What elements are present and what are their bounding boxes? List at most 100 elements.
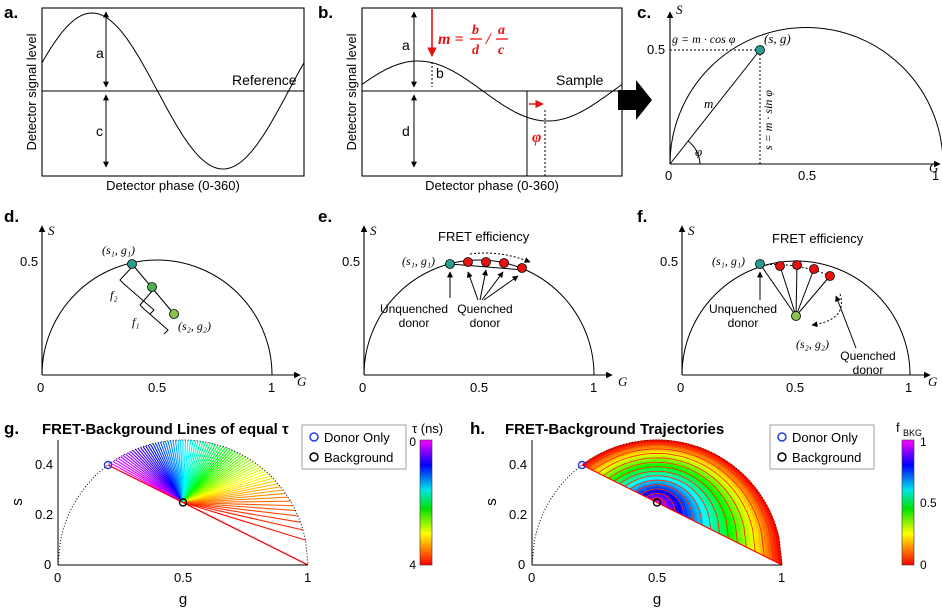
- quenched-label-e: Quenched: [457, 302, 512, 316]
- s-axis-e: S: [370, 223, 377, 238]
- svg-text:b: b: [472, 23, 479, 38]
- point-s2g2-d: [169, 309, 179, 319]
- tick-f-1: 1: [905, 380, 912, 395]
- panel-a-xlabel: Detector phase (0-360): [106, 178, 240, 193]
- h-xlabel: g: [653, 591, 661, 608]
- g-ylabel: s: [9, 498, 26, 506]
- panel-e: e. S G 0.5 0 0.5 1 (s₁, g₁) FRET efficie…: [318, 207, 628, 395]
- cbar-h-sub: BKG: [903, 428, 922, 438]
- tau-lines: [107, 440, 309, 566]
- panel-b: b. a b d m = b d / a c Sample φ Detector…: [318, 3, 623, 193]
- g-xtick-1: 0.5: [174, 570, 192, 585]
- amp-c-label: c: [96, 123, 103, 139]
- background-point-g: [178, 498, 188, 507]
- panel-b-xlabel: Detector phase (0-360): [425, 178, 559, 193]
- h-ytick-0: 0: [518, 557, 525, 572]
- universal-circle-h: [531, 439, 783, 566]
- panel-g: g. FRET-Background Lines of equal τ 0 0.…: [4, 419, 443, 608]
- cbar-h-title: f: [896, 420, 900, 435]
- legend-g-background: Background: [324, 450, 393, 465]
- h-xtick-2: 1: [778, 570, 785, 585]
- universal-circle-g: [57, 439, 309, 566]
- tick-e-1: 1: [590, 380, 597, 395]
- phi-label: φ: [532, 129, 541, 146]
- s-equation: s = m · sin φ: [761, 90, 775, 150]
- quenched-label-f: Quenched: [840, 349, 895, 363]
- panel-a-label: a.: [4, 3, 18, 22]
- h-ylabel: s: [483, 498, 500, 506]
- panel-h-title: FRET-Background Trajectories: [505, 421, 724, 438]
- tick-e-05y: 0.5: [342, 254, 360, 269]
- p1-label-f: (s₁, g₁): [712, 254, 745, 268]
- amp-b-label: b: [436, 65, 444, 81]
- amp-d-label: d: [402, 123, 410, 139]
- tick-f-0: 0: [677, 380, 684, 395]
- panel-g-label: g.: [4, 419, 19, 438]
- panel-d: d. S G 0.5 0 0.5 1 (s₁, g₁) (s₂, g₂) f₂ …: [4, 207, 307, 395]
- colorbar-g: τ (ns) 0 4: [409, 421, 443, 572]
- svg-text:c: c: [498, 43, 505, 58]
- panel-e-label: e.: [318, 207, 332, 226]
- p2-label-f: (s₂, g₂): [796, 337, 829, 351]
- fret-label-f: FRET efficiency: [772, 231, 864, 246]
- reference-wave: [41, 12, 305, 170]
- panel-f-label: f.: [637, 207, 647, 226]
- panel-h: h. FRET-Background Trajectories 0 0.2 0.…: [470, 419, 937, 608]
- h-ytick-2: 0.4: [509, 457, 527, 472]
- tick-c-05x: 0.5: [798, 168, 816, 183]
- p2-label-d: (s₂, g₂): [178, 319, 211, 333]
- tick-d-05x: 0.5: [148, 380, 166, 395]
- tick-c-1: 1: [932, 168, 939, 183]
- panel-a-frame: [41, 7, 305, 177]
- panel-c: c. S G 0.5 0 0.5 1 (s, g) g = m · cos φ …: [637, 2, 942, 183]
- amp-a-label: a: [96, 45, 104, 61]
- cbar-g-bottom: 4: [409, 558, 416, 572]
- phi-label-c: φ: [695, 144, 702, 159]
- m-label: m: [704, 96, 713, 111]
- panel-g-title: FRET-Background Lines of equal τ: [42, 421, 289, 438]
- cbar-h-1: 1: [920, 435, 927, 449]
- g-ytick-0: 0: [44, 557, 51, 572]
- trajectory-lines: [581, 439, 783, 566]
- point-mix-d: [147, 282, 157, 292]
- panel-d-label: d.: [4, 207, 19, 226]
- tick-c-0: 0: [665, 168, 672, 183]
- tick-e-0: 0: [359, 380, 366, 395]
- g-axis-f: G: [928, 374, 938, 389]
- g-xtick-2: 1: [304, 570, 311, 585]
- unquenched-dot: [755, 259, 765, 269]
- p1-label-e: (s₁, g₁): [402, 254, 435, 268]
- quenched-dot: [481, 257, 491, 267]
- legend-g-donor: Donor Only: [324, 430, 390, 445]
- cbar-g-top: 0: [409, 435, 416, 449]
- amp-a-label-b: a: [402, 37, 410, 53]
- sample-wave: [361, 60, 623, 122]
- m-vector: [669, 49, 761, 165]
- tick-c-05y: 0.5: [647, 42, 665, 57]
- g-axis-d: G: [297, 374, 307, 389]
- tick-e-05x: 0.5: [470, 380, 488, 395]
- legend-h-background: Background: [792, 450, 861, 465]
- donor-only-point-h: [577, 460, 587, 470]
- panel-a: a. a c Reference Detector phase (0-360) …: [4, 3, 305, 193]
- trajectory-fill: [582, 440, 782, 565]
- unquenched-donor-e: donor: [399, 316, 430, 330]
- cbar-g-title: τ (ns): [412, 421, 443, 436]
- s-axis-f: S: [688, 223, 695, 238]
- g-ytick-2: 0.4: [35, 457, 53, 472]
- panel-a-ylabel: Detector signal level: [24, 33, 39, 150]
- h-xtick-1: 0.5: [648, 570, 666, 585]
- background-dot-f: [791, 311, 801, 321]
- quenched-dot: [517, 263, 527, 273]
- legend-g: Donor Only Background: [301, 424, 407, 470]
- p1-label-d: (s₁, g₁): [102, 243, 135, 257]
- tick-f-05y: 0.5: [660, 254, 678, 269]
- g-axis-e: G: [618, 374, 628, 389]
- g-xlabel: g: [179, 591, 187, 608]
- universal-circle-d: [41, 259, 273, 376]
- g-axis-c: G: [929, 160, 939, 175]
- f1-label: f₁: [132, 315, 140, 329]
- universal-circle-c: [669, 27, 942, 165]
- panel-b-label: b.: [318, 3, 333, 22]
- unquenched-label-e: Unquenched: [380, 302, 448, 316]
